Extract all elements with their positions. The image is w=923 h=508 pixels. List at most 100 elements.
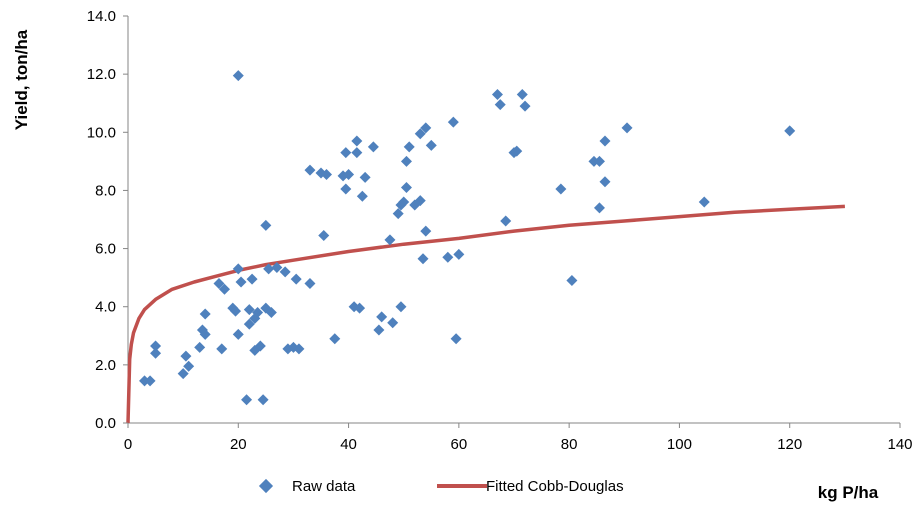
raw-data-point — [254, 340, 266, 352]
raw-data-point — [243, 318, 255, 330]
raw-data-point — [249, 312, 261, 324]
y-tick-labels: 0.0 2.0 4.0 6.0 8.0 10.0 12.0 14.0 — [87, 8, 128, 432]
raw-data-point — [599, 176, 611, 188]
raw-data-point — [329, 333, 341, 345]
raw-data-point — [144, 375, 156, 387]
raw-data-point — [593, 202, 605, 214]
raw-data-point — [241, 394, 253, 406]
x-tick-label: 20 — [230, 436, 247, 453]
x-tick-label: 120 — [777, 436, 802, 453]
legend-raw-marker — [258, 478, 274, 494]
raw-data-point — [321, 168, 333, 180]
raw-data-point — [376, 311, 388, 323]
fitted-cobb-douglas-line — [126, 204, 845, 424]
raw-data-point — [199, 308, 211, 320]
raw-data-point — [232, 328, 244, 340]
raw-data-point — [139, 375, 151, 387]
raw-data-point — [219, 283, 230, 295]
raw-data-point — [183, 360, 195, 372]
y-tick-label: 8.0 — [95, 182, 116, 199]
raw-data-point — [293, 343, 305, 355]
raw-data-point — [417, 253, 429, 265]
axes — [127, 16, 900, 424]
raw-data-point — [232, 263, 244, 275]
raw-data-point — [403, 141, 415, 153]
raw-data-point — [450, 333, 462, 345]
raw-data-point — [420, 225, 432, 237]
raw-data-point — [491, 88, 503, 100]
y-tick-label: 0.0 — [95, 415, 116, 432]
raw-data-point — [351, 135, 363, 147]
x-tick-label: 80 — [561, 436, 578, 453]
raw-data-point — [265, 307, 277, 319]
y-tick-label: 10.0 — [87, 124, 116, 141]
raw-data-point — [621, 122, 633, 134]
raw-data-point — [216, 343, 228, 355]
x-tick-label: 100 — [667, 436, 692, 453]
raw-data-series — [139, 70, 796, 406]
raw-data-point — [420, 122, 432, 134]
raw-data-point — [243, 304, 255, 316]
raw-data-point — [698, 196, 710, 208]
raw-data-point — [263, 263, 275, 275]
x-tick-label: 40 — [340, 436, 357, 453]
raw-data-point — [367, 141, 379, 153]
raw-data-point — [252, 307, 264, 319]
raw-data-point — [290, 273, 302, 285]
y-tick-label: 14.0 — [87, 8, 116, 25]
raw-data-point — [340, 183, 352, 195]
raw-data-point — [414, 195, 426, 207]
raw-data-point — [566, 275, 578, 287]
legend-fit-label: Fitted Cobb-Douglas — [486, 478, 624, 495]
raw-data-point — [359, 171, 371, 183]
raw-data-point — [373, 324, 385, 336]
x-axis-title: kg P/ha — [818, 483, 879, 502]
raw-data-point — [177, 368, 189, 380]
raw-data-point — [599, 135, 611, 147]
x-tick-label: 140 — [887, 436, 912, 453]
raw-data-point — [343, 168, 355, 180]
y-tick-label: 6.0 — [95, 241, 116, 258]
raw-data-point — [784, 125, 796, 137]
x-tick-label: 0 — [124, 436, 132, 453]
raw-data-point — [340, 147, 352, 159]
raw-data-point — [304, 277, 316, 289]
y-axis-title: Yield, ton/ha — [12, 29, 31, 130]
raw-data-point — [555, 183, 567, 195]
raw-data-point — [356, 190, 368, 202]
y-tick-label: 2.0 — [95, 357, 116, 374]
raw-data-point — [516, 88, 528, 100]
raw-data-point — [246, 273, 258, 285]
x-tick-labels: 0 20 40 60 80 100 120 140 — [124, 423, 913, 453]
raw-data-point — [453, 248, 465, 260]
raw-data-point — [194, 341, 206, 353]
raw-data-point — [500, 215, 512, 227]
raw-data-point — [414, 128, 426, 140]
raw-data-point — [400, 182, 412, 194]
raw-data-point — [425, 139, 437, 151]
raw-data-point — [442, 251, 454, 263]
raw-data-point — [447, 116, 459, 128]
x-tick-label: 60 — [451, 436, 468, 453]
raw-data-point — [232, 70, 244, 82]
y-tick-label: 4.0 — [95, 299, 116, 316]
legend-raw-label: Raw data — [292, 478, 356, 495]
raw-data-point — [230, 305, 242, 317]
raw-data-point — [387, 317, 399, 329]
raw-data-point — [260, 219, 272, 231]
raw-data-point — [271, 261, 283, 273]
raw-data-point — [511, 145, 523, 157]
y-tick-label: 12.0 — [87, 66, 116, 83]
raw-data-point — [199, 328, 211, 340]
raw-data-point — [494, 99, 506, 111]
raw-data-point — [150, 347, 162, 359]
raw-data-point — [519, 100, 531, 112]
raw-data-point — [354, 302, 366, 314]
raw-data-point — [235, 276, 247, 288]
raw-data-point — [398, 196, 410, 208]
raw-data-point — [593, 155, 605, 167]
raw-data-point — [400, 155, 412, 167]
raw-data-point — [384, 234, 396, 246]
raw-data-point — [395, 301, 407, 313]
